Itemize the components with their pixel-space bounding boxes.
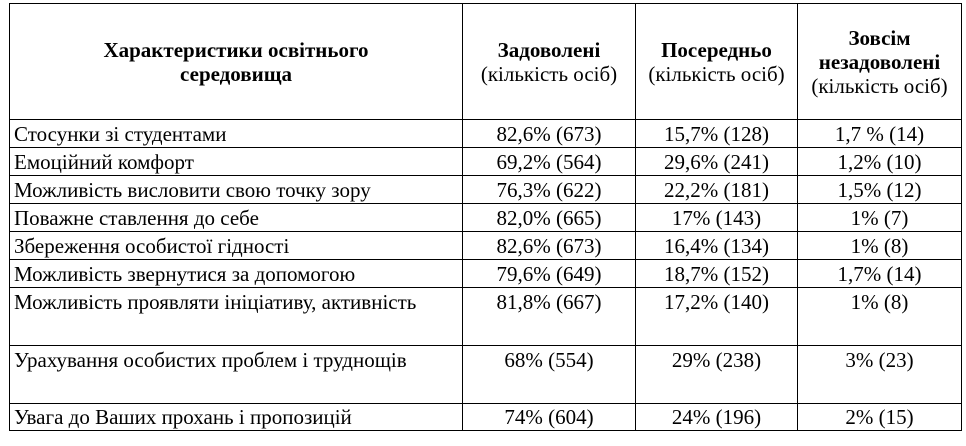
table-row: Можливість проявляти ініціативу, активні… xyxy=(9,287,962,346)
table-row: Збереження особистої гідності 82,6% (673… xyxy=(9,231,962,260)
row-label: Урахування особистих проблем і труднощів xyxy=(9,345,463,404)
header-dissatisfied: Зовсім незадоволені (кількість осіб) xyxy=(797,3,962,120)
cell-dissatisfied: 2% (15) xyxy=(797,403,962,431)
cell-dissatisfied: 1% (7) xyxy=(797,203,962,232)
cell-dissatisfied: 1,7% (14) xyxy=(797,259,962,288)
header-satisfied: Задоволені (кількість осіб) xyxy=(462,3,636,120)
row-label: Поважне ставлення до себе xyxy=(9,203,463,232)
header-dissatisfied-sublabel: (кількість осіб) xyxy=(811,73,948,98)
header-medium: Посередньо (кількість осіб) xyxy=(635,3,798,120)
header-characteristics-label: Характеристики освітнього середовища xyxy=(103,37,369,86)
header-dissatisfied-label: Зовсім незадоволені xyxy=(818,25,941,74)
table-row: Урахування особистих проблем і труднощів… xyxy=(9,345,962,404)
row-label: Емоційний комфорт xyxy=(9,147,463,176)
header-characteristics: Характеристики освітнього середовища xyxy=(9,3,463,120)
cell-medium: 24% (196) xyxy=(635,403,798,431)
cell-medium: 18,7% (152) xyxy=(635,259,798,288)
row-label: Увага до Ваших прохань і пропозицій xyxy=(9,403,463,431)
header-medium-sublabel: (кількість осіб) xyxy=(648,61,785,86)
header-medium-label: Посередньо xyxy=(661,37,772,62)
cell-satisfied: 76,3% (622) xyxy=(462,175,636,204)
cell-satisfied: 79,6% (649) xyxy=(462,259,636,288)
table-row: Можливість висловити свою точку зору 76,… xyxy=(9,175,962,204)
row-label: Збереження особистої гідності xyxy=(9,231,463,260)
cell-dissatisfied: 1% (8) xyxy=(797,231,962,260)
row-label: Можливість висловити свою точку зору xyxy=(9,175,463,204)
table-row: Поважне ставлення до себе 82,0% (665) 17… xyxy=(9,203,962,232)
cell-dissatisfied: 1,2% (10) xyxy=(797,147,962,176)
table-row: Можливість звернутися за допомогою 79,6%… xyxy=(9,259,962,288)
header-satisfied-label: Задоволені xyxy=(497,37,601,62)
cell-satisfied: 82,6% (673) xyxy=(462,119,636,148)
cell-medium: 16,4% (134) xyxy=(635,231,798,260)
table-row: Увага до Ваших прохань і пропозицій 74% … xyxy=(9,403,962,431)
cell-satisfied: 82,0% (665) xyxy=(462,203,636,232)
cell-dissatisfied: 1,5% (12) xyxy=(797,175,962,204)
cell-medium: 17% (143) xyxy=(635,203,798,232)
cell-medium: 17,2% (140) xyxy=(635,287,798,346)
cell-satisfied: 69,2% (564) xyxy=(462,147,636,176)
header-satisfied-sublabel: (кількість осіб) xyxy=(480,61,618,86)
cell-dissatisfied: 1% (8) xyxy=(797,287,962,346)
cell-dissatisfied: 3% (23) xyxy=(797,345,962,404)
cell-medium: 29% (238) xyxy=(635,345,798,404)
row-label: Можливість звернутися за допомогою xyxy=(9,259,463,288)
survey-results-table: Характеристики освітнього середовища Зад… xyxy=(9,3,962,431)
row-label: Стосунки зі студентами xyxy=(9,119,463,148)
table-row: Стосунки зі студентами 82,6% (673) 15,7%… xyxy=(9,119,962,148)
cell-satisfied: 81,8% (667) xyxy=(462,287,636,346)
table-row: Емоційний комфорт 69,2% (564) 29,6% (241… xyxy=(9,147,962,176)
row-label: Можливість проявляти ініціативу, активні… xyxy=(9,287,463,346)
cell-dissatisfied: 1,7 % (14) xyxy=(797,119,962,148)
cell-satisfied: 82,6% (673) xyxy=(462,231,636,260)
cell-medium: 22,2% (181) xyxy=(635,175,798,204)
cell-medium: 29,6% (241) xyxy=(635,147,798,176)
table-header-row: Характеристики освітнього середовища Зад… xyxy=(9,3,962,120)
cell-medium: 15,7% (128) xyxy=(635,119,798,148)
cell-satisfied: 74% (604) xyxy=(462,403,636,431)
cell-satisfied: 68% (554) xyxy=(462,345,636,404)
